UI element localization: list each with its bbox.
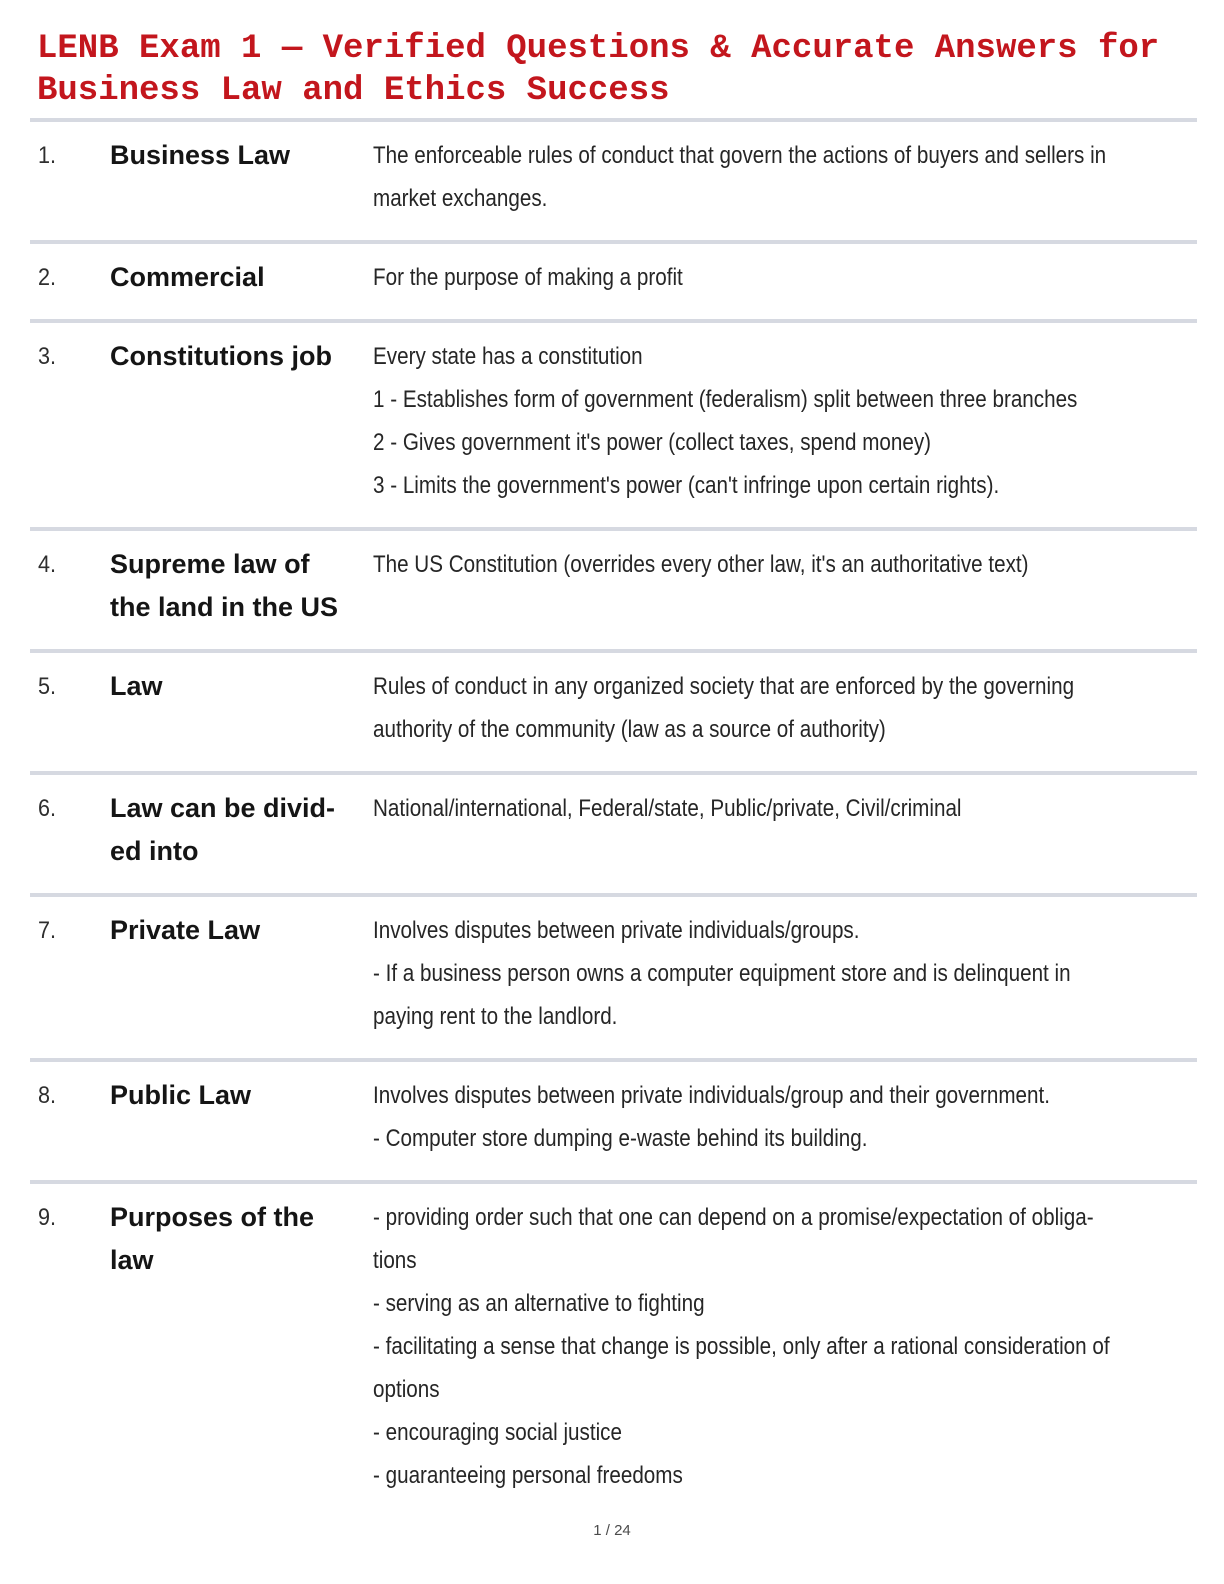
item-number: 4. (38, 551, 57, 578)
term: Public Law (110, 1074, 373, 1160)
definition-line: - If a business person owns a computer e… (373, 960, 1071, 987)
term: Commercial (110, 256, 373, 299)
qa-row: 6. Law can be divid-ed into National/int… (0, 775, 1224, 897)
definition: The enforceable rules of conduct that go… (373, 134, 1224, 220)
definition-line: - encouraging social justice (373, 1419, 622, 1446)
term-line: Supreme law of (110, 549, 310, 579)
term-line: Private Law (110, 915, 261, 945)
page-number: 1 / 24 (593, 1522, 631, 1539)
term-line: Public Law (110, 1080, 252, 1110)
definition-line: 1 - Establishes form of government (fede… (373, 386, 1078, 413)
definition-line: market exchanges. (373, 185, 548, 212)
definition: Involves disputes between private indivi… (373, 909, 1224, 1038)
page-title: LENB Exam 1 — Verified Questions & Accur… (37, 30, 1160, 110)
term-line: Business Law (110, 140, 291, 170)
definition: The US Constitution (overrides every oth… (373, 543, 1224, 629)
row-divider (30, 240, 1197, 244)
item-number: 9. (38, 1204, 57, 1231)
term: Constitutions job (110, 335, 373, 507)
term: Purposes of the law (110, 1196, 373, 1497)
definition: Involves disputes between private indivi… (373, 1074, 1224, 1160)
definition-line: Rules of conduct in any organized societ… (373, 673, 1075, 700)
term: Private Law (110, 909, 373, 1038)
definition-line: For the purpose of making a profit (373, 264, 683, 291)
qa-row: 3. Constitutions job Every state has a c… (0, 323, 1224, 531)
definition-line: Every state has a constitution (373, 343, 643, 370)
qa-list: 1. Business Law The enforceable rules of… (0, 122, 1224, 1517)
term-line: the land in the US (110, 592, 339, 622)
definition: Rules of conduct in any organized societ… (373, 665, 1224, 751)
document-page: LENB Exam 1 — Verified Questions & Accur… (0, 30, 1224, 1539)
term: Law can be divid-ed into (110, 787, 373, 873)
term-line: Constitutions job (110, 341, 332, 371)
term-line: Law (110, 671, 163, 701)
definition-line: National/international, Federal/state, P… (373, 795, 962, 822)
definition-line: tions (373, 1247, 417, 1274)
definition-line: 2 - Gives government it's power (collect… (373, 429, 932, 456)
row-divider (30, 893, 1197, 897)
definition-line: 3 - Limits the government's power (can't… (373, 472, 1000, 499)
term-line: Commercial (110, 262, 265, 292)
definition: For the purpose of making a profit (373, 256, 1224, 299)
row-divider (30, 771, 1197, 775)
definition: Every state has a constitution 1 - Establ… (373, 335, 1224, 507)
term: Business Law (110, 134, 373, 220)
term-line: Law can be divid- (110, 793, 336, 823)
item-number: 7. (38, 917, 57, 944)
definition-line: Involves disputes between private indivi… (373, 917, 860, 944)
definition-line: options (373, 1376, 440, 1403)
row-divider (30, 527, 1197, 531)
term-line: Purposes of the (110, 1202, 315, 1232)
row-divider (30, 1180, 1197, 1184)
qa-row: 4. Supreme law of the land in the US The … (0, 531, 1224, 653)
row-divider (30, 319, 1197, 323)
qa-row: 7. Private Law Involves disputes between… (0, 897, 1224, 1062)
definition-line: - Computer store dumping e-waste behind … (373, 1125, 868, 1152)
item-number: 2. (38, 264, 57, 291)
qa-row: 2. Commercial For the purpose of making … (0, 244, 1224, 323)
definition-line: - facilitating a sense that change is po… (373, 1333, 1110, 1360)
row-divider (30, 1058, 1197, 1062)
definition-line: The US Constitution (overrides every oth… (373, 551, 1029, 578)
qa-row: 5. Law Rules of conduct in any organized… (0, 653, 1224, 775)
definition-line: - providing order such that one can depe… (373, 1204, 1094, 1231)
term-line: law (110, 1245, 154, 1275)
term: Law (110, 665, 373, 751)
definition: - providing order such that one can depe… (373, 1196, 1224, 1497)
term-line: ed into (110, 836, 199, 866)
item-number: 5. (38, 673, 57, 700)
term: Supreme law of the land in the US (110, 543, 373, 629)
item-number: 8. (38, 1082, 57, 1109)
item-number: 3. (38, 343, 57, 370)
item-number: 1. (38, 142, 57, 169)
qa-row: 1. Business Law The enforceable rules of… (0, 122, 1224, 244)
definition-line: - guaranteeing personal freedoms (373, 1462, 683, 1489)
qa-row: 8. Public Law Involves disputes between … (0, 1062, 1224, 1184)
qa-row: 9. Purposes of the law - providing order … (0, 1184, 1224, 1517)
title-divider (30, 118, 1197, 122)
definition-line: - serving as an alternative to fighting (373, 1290, 705, 1317)
definition-line: Involves disputes between private indivi… (373, 1082, 1050, 1109)
definition-line: The enforceable rules of conduct that go… (373, 142, 1107, 169)
definition: National/international, Federal/state, P… (373, 787, 1224, 873)
row-divider (30, 649, 1197, 653)
item-number: 6. (38, 795, 57, 822)
definition-line: paying rent to the landlord. (373, 1003, 618, 1030)
definition-line: authority of the community (law as a sou… (373, 716, 886, 743)
